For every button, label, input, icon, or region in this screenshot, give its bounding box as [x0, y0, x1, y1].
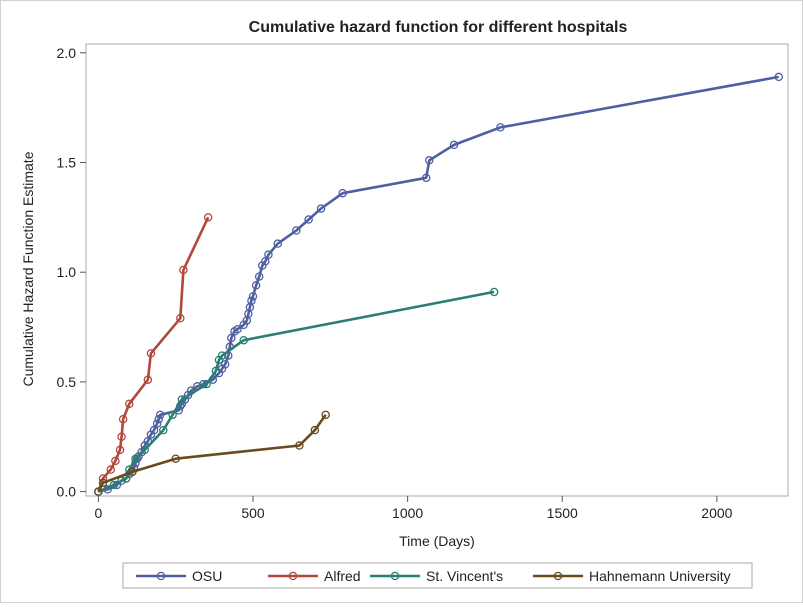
data-point: [310, 425, 320, 435]
legend-item: St. Vincent's: [370, 568, 503, 584]
data-point: [449, 140, 459, 150]
y-tick-label: 2.0: [57, 45, 77, 61]
y-tick-label: 0.0: [57, 484, 77, 500]
legend: OSU Alfred St. Vincent's Hahnemann Universi…: [122, 562, 753, 589]
data-point: [211, 366, 221, 376]
data-point: [154, 414, 163, 424]
data-point: [117, 432, 126, 442]
data-point: [128, 467, 137, 477]
legend-label: Alfred: [324, 568, 361, 584]
data-point: [111, 456, 120, 466]
data-point: [94, 487, 103, 496]
y-axis: 0.0 0.5 1.0 1.5 2.0: [57, 45, 86, 500]
data-point: [239, 335, 248, 345]
data-point: [155, 410, 165, 420]
y-tick-label: 1.0: [57, 264, 77, 280]
data-point: [264, 250, 273, 259]
series-line: [97, 290, 495, 493]
data-point: [496, 123, 505, 132]
legend-marker: [390, 571, 400, 581]
x-tick-label: 1000: [392, 505, 423, 521]
data-point: [115, 445, 125, 455]
data-point: [227, 333, 236, 343]
data-point: [202, 379, 211, 389]
data-point: [152, 419, 162, 428]
data-point: [233, 324, 242, 334]
x-tick-label: 0: [94, 505, 102, 521]
chart-title: Cumulative hazard function for different…: [249, 19, 628, 36]
legend-item: OSU: [136, 568, 222, 584]
legend-marker: [288, 571, 298, 581]
data-point: [774, 72, 783, 82]
data-point: [140, 445, 150, 455]
data-point: [109, 480, 119, 490]
data-point: [338, 188, 347, 198]
data-point: [131, 454, 140, 463]
data-point: [159, 425, 168, 435]
data-point: [220, 360, 230, 369]
data-point: [149, 425, 159, 435]
data-point: [176, 314, 185, 323]
legend-marker: [156, 571, 166, 581]
series-1: [94, 213, 213, 496]
data-point: [98, 478, 108, 488]
data-point: [425, 156, 434, 165]
legend-box: [122, 562, 753, 589]
data-point: [171, 454, 180, 463]
y-tick-label: 0.5: [57, 374, 77, 390]
legend-marker: [553, 571, 563, 581]
data-point: [254, 272, 264, 281]
legend-label: OSU: [192, 568, 222, 584]
plot-area: [85, 43, 789, 497]
data-point: [179, 265, 188, 275]
data-point: [217, 351, 227, 360]
data-point: [143, 375, 153, 384]
data-point: [421, 173, 431, 183]
y-tick-label: 1.5: [57, 154, 77, 170]
legend-item: Alfred: [268, 568, 361, 584]
series-line: [98, 75, 779, 493]
x-tick-label: 1500: [547, 505, 578, 521]
data-point: [292, 226, 301, 235]
x-tick-label: 500: [241, 505, 265, 521]
x-axis-label: Time (Days): [399, 533, 475, 549]
data-point: [295, 441, 304, 450]
data-point: [247, 296, 256, 305]
data-point: [489, 287, 499, 297]
series-line: [97, 216, 210, 493]
series-line: [97, 414, 327, 493]
series-3: [94, 410, 330, 496]
series-layer: [94, 72, 783, 496]
series-0: [94, 72, 783, 496]
legend-item: Hahnemann University: [533, 568, 731, 584]
y-axis-label: Cumulative Hazard Function Estimate: [20, 151, 36, 386]
data-point: [248, 292, 258, 301]
data-point: [106, 465, 115, 474]
data-point: [203, 213, 213, 222]
data-point: [118, 414, 128, 424]
data-point: [304, 215, 313, 224]
data-point: [177, 395, 187, 404]
data-point: [146, 349, 156, 358]
data-point: [316, 204, 326, 213]
legend-label: Hahnemann University: [589, 568, 731, 584]
x-tick-label: 2000: [701, 505, 732, 521]
data-point: [251, 281, 261, 290]
data-point: [125, 399, 134, 409]
x-axis: 0 500 1000 1500 2000: [94, 496, 733, 521]
legend-label: St. Vincent's: [426, 568, 503, 584]
data-point: [168, 410, 177, 420]
data-point: [321, 410, 330, 420]
data-point: [261, 256, 270, 266]
data-point: [273, 239, 282, 248]
